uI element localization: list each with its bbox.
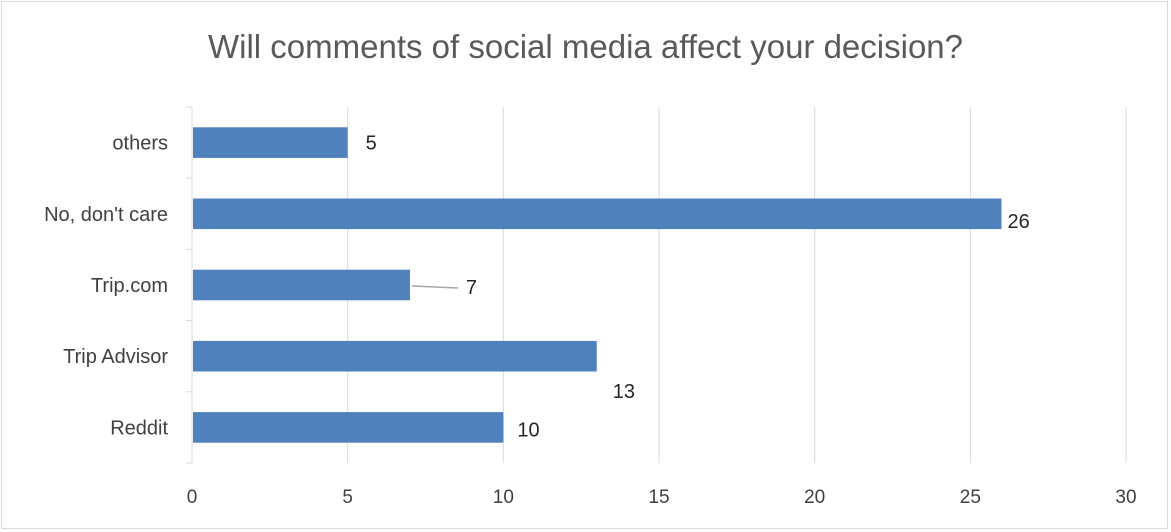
bar[interactable] <box>193 269 410 301</box>
bar[interactable] <box>193 340 597 372</box>
category-label: Reddit <box>110 417 168 439</box>
x-tick-label: 25 <box>960 487 981 508</box>
bar[interactable] <box>193 127 348 158</box>
data-label: 13 <box>613 381 635 403</box>
data-label: 5 <box>366 133 377 155</box>
data-label: 26 <box>1007 211 1029 233</box>
category-label: others <box>112 133 168 155</box>
x-tick-label: 15 <box>648 487 669 508</box>
leader-line <box>411 285 458 289</box>
x-tick-label: 5 <box>342 487 353 508</box>
x-tick-label: 0 <box>187 487 198 508</box>
x-tick-label: 10 <box>493 487 514 508</box>
category-label: No, don't care <box>44 204 168 226</box>
bar[interactable] <box>193 198 1002 230</box>
category-label: Trip.com <box>91 275 168 297</box>
category-label: Trip Advisor <box>63 346 168 368</box>
x-tick-label: 30 <box>1115 487 1136 508</box>
data-label: 10 <box>517 419 539 441</box>
chart-title: Will comments of social media affect you… <box>207 28 964 65</box>
x-tick-label: 20 <box>804 487 825 508</box>
bar[interactable] <box>193 412 504 443</box>
data-label: 7 <box>466 277 477 299</box>
